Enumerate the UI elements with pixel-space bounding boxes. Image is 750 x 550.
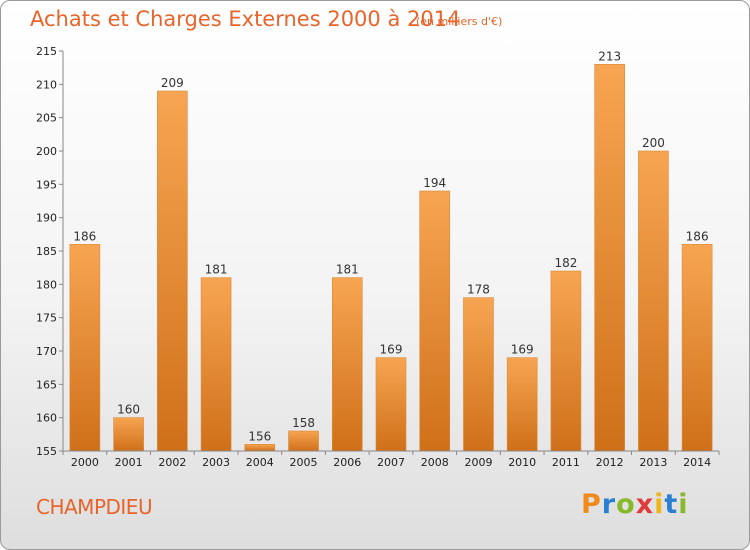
chart-title: Achats et Charges Externes 2000 à 2014 [30,7,461,31]
x-tick-label-2010: 2010 [508,456,536,469]
value-label-2014: 186 [686,229,709,243]
value-label-2007: 169 [380,343,403,357]
commune-name: CHAMPDIEU [36,495,153,519]
value-label-2009: 178 [467,283,490,297]
bar-2011 [550,270,582,452]
bar-2009 [463,297,494,452]
x-tick-label-2000: 2000 [71,456,99,469]
y-tick-label-205: 205 [36,112,57,125]
value-label-2005: 158 [292,416,315,430]
y-tick-label-165: 165 [36,378,57,391]
y-tick-label-155: 155 [36,445,57,458]
bar-2002 [157,90,188,452]
bar-2000 [69,244,101,452]
x-tick-label-2006: 2006 [333,456,361,469]
y-tick-label-215: 215 [36,45,57,58]
x-tick-label-2001: 2001 [115,456,143,469]
value-label-2004: 156 [248,429,271,443]
bar-2007 [375,357,407,452]
proxiti-logo: Proxiti [581,489,689,520]
y-tick-label-160: 160 [36,412,57,425]
x-tick-label-2013: 2013 [639,456,667,469]
value-label-2000: 186 [73,229,96,243]
bar-2006 [331,277,363,452]
value-label-2012: 213 [598,49,621,63]
value-label-2001: 160 [117,403,140,417]
chart-subtitle: (en milliers d'€) [416,15,503,28]
x-tick-label-2008: 2008 [421,456,449,469]
x-tick-label-2004: 2004 [246,456,274,469]
value-label-2008: 194 [423,176,446,190]
value-label-2010: 169 [511,343,534,357]
value-label-2011: 182 [554,256,577,270]
x-tick-label-2012: 2012 [596,456,624,469]
x-tick-label-2007: 2007 [377,456,405,469]
bar-2012 [594,64,625,452]
bar-2010 [506,357,538,452]
x-tick-label-2002: 2002 [158,456,186,469]
bar-2005 [288,430,319,452]
y-tick-label-170: 170 [36,345,57,358]
x-tick-label-2014: 2014 [683,456,711,469]
x-tick-label-2009: 2009 [464,456,492,469]
y-tick-label-185: 185 [36,245,57,258]
bar-2001 [113,417,144,452]
bar-2013 [638,150,669,452]
y-tick-label-200: 200 [36,145,57,158]
bar-2008 [419,190,451,452]
y-tick-label-175: 175 [36,312,57,325]
y-tick-label-195: 195 [36,178,57,191]
bar-2003 [200,277,232,452]
y-tick-label-180: 180 [36,278,57,291]
bar-2004 [244,444,276,452]
y-tick-label-210: 210 [36,78,57,91]
value-label-2003: 181 [205,263,228,277]
x-tick-label-2005: 2005 [290,456,318,469]
bar-2014 [681,244,713,452]
x-tick-label-2003: 2003 [202,456,230,469]
y-tick-label-190: 190 [36,212,57,225]
value-label-2013: 200 [642,136,665,150]
x-tick-label-2011: 2011 [552,456,580,469]
value-label-2002: 209 [161,76,184,90]
value-label-2006: 181 [336,263,359,277]
